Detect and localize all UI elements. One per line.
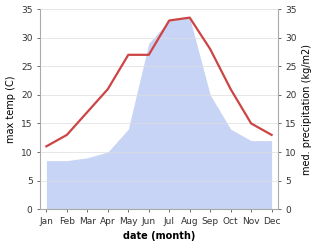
Y-axis label: med. precipitation (kg/m2): med. precipitation (kg/m2) [302,44,313,175]
X-axis label: date (month): date (month) [123,231,195,242]
Y-axis label: max temp (C): max temp (C) [5,75,16,143]
